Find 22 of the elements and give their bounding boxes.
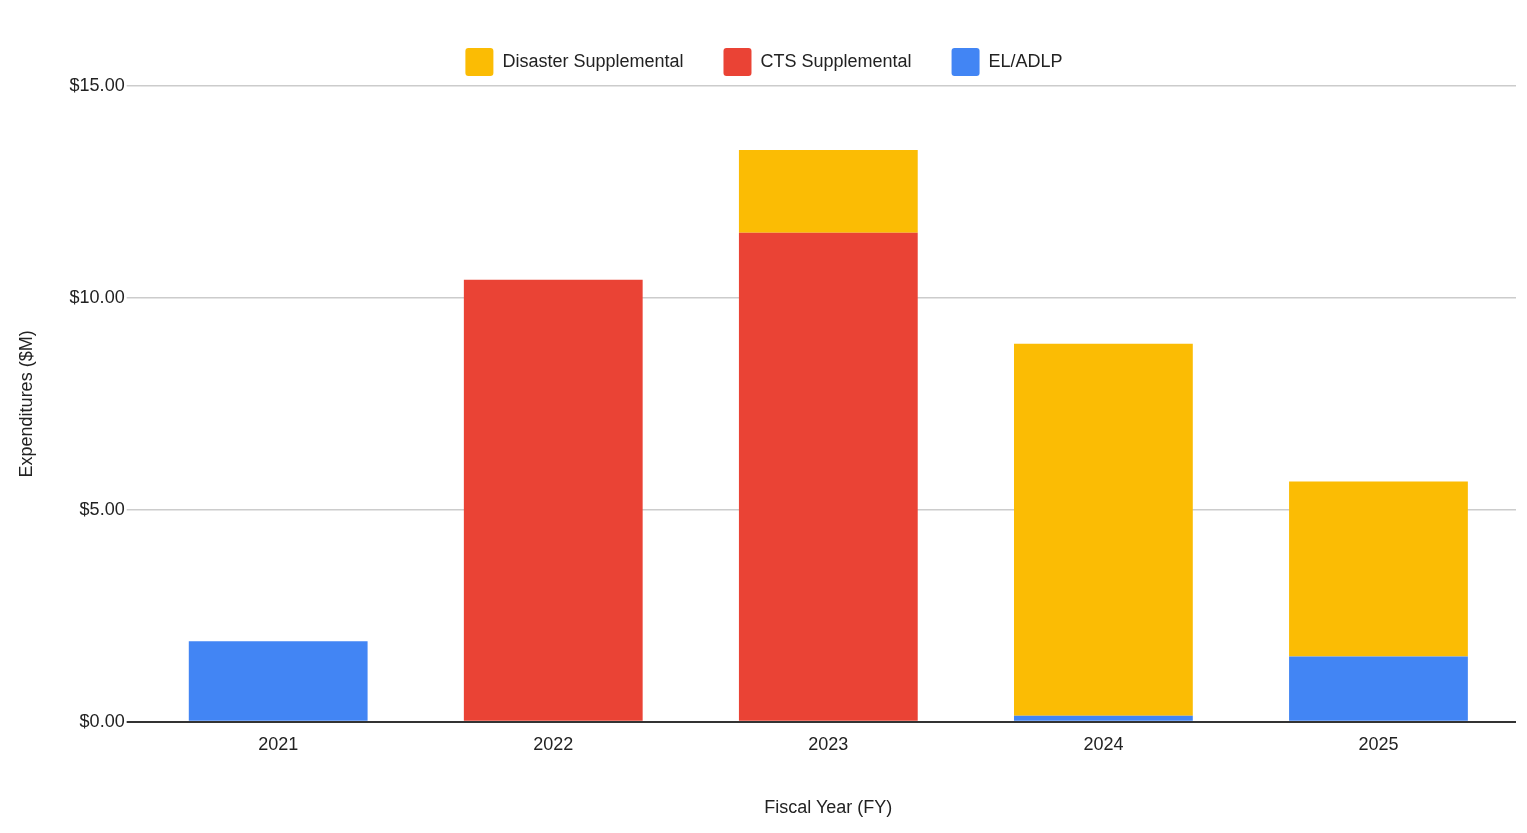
x-tick-label: 2022 <box>533 733 574 754</box>
bar <box>463 279 643 721</box>
x-tick-label: 2023 <box>808 733 849 754</box>
bar <box>738 232 918 721</box>
bar <box>188 641 368 721</box>
bar <box>1014 715 1193 721</box>
bar <box>1014 343 1193 716</box>
y-axis-title: Expenditures ($M) <box>15 330 36 478</box>
bar <box>1289 656 1468 721</box>
y-tick-label: $15.00 <box>69 74 125 95</box>
bar <box>1289 481 1468 657</box>
x-axis-title: Fiscal Year (FY) <box>764 797 893 818</box>
y-tick-label: $10.00 <box>69 286 125 307</box>
x-tick-label: 2025 <box>1358 733 1399 754</box>
x-tick-label: 2021 <box>258 733 299 754</box>
y-tick-label: $0.00 <box>79 710 125 731</box>
y-tick-label: $5.00 <box>79 498 125 519</box>
legend-label: Disaster Supplemental <box>502 50 684 71</box>
x-tick-label: 2024 <box>1083 733 1124 754</box>
bar <box>738 150 918 233</box>
legend-label: EL/ADLP <box>988 50 1063 71</box>
legend-label: CTS Supplemental <box>760 50 912 71</box>
